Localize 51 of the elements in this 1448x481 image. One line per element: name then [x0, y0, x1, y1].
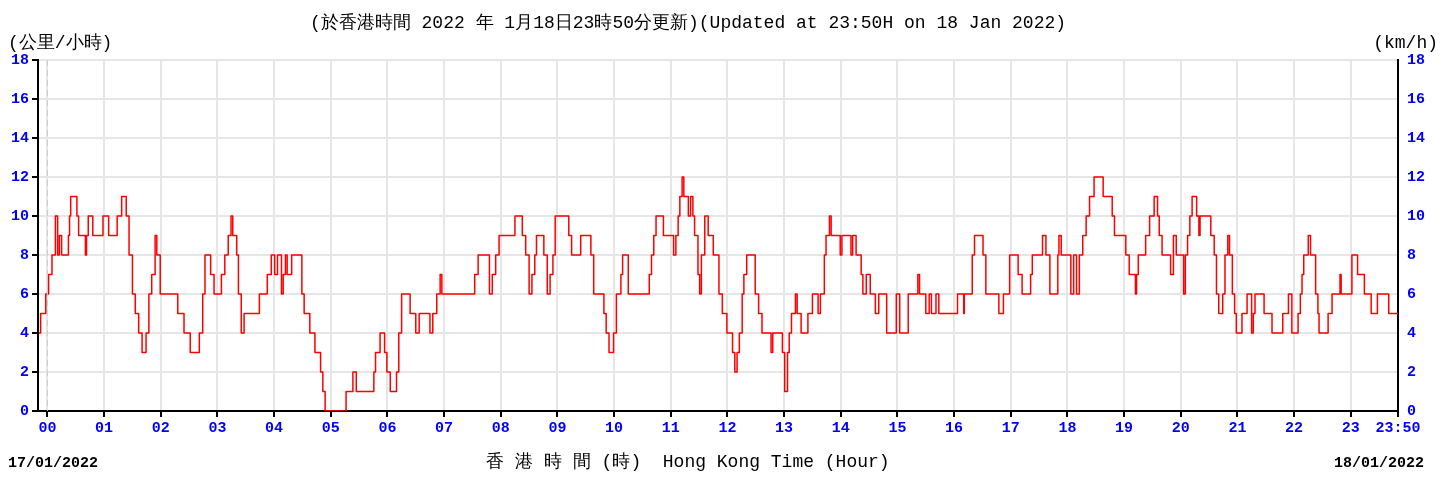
x-tick-label: 17	[1001, 419, 1020, 437]
y-tick-label: 6	[19, 285, 29, 303]
x-tick-label: 11	[661, 419, 680, 437]
y-tick-label: 18	[10, 51, 29, 69]
y2-tick-label: 0	[1407, 402, 1417, 420]
y-tick-label: 10	[10, 207, 29, 225]
y-tick-label: 0	[19, 402, 29, 420]
x-tick-label: 06	[378, 419, 397, 437]
x-tick-label: 00	[38, 419, 57, 437]
x-tick-label: 03	[208, 419, 227, 437]
x-tick-label: 16	[945, 419, 964, 437]
y2-tick-label: 2	[1407, 363, 1417, 381]
x-axis-title: 香 港 時 間 (時) Hong Kong Time (Hour)	[486, 452, 890, 472]
x-tick-label: 10	[605, 419, 624, 437]
x-tick-label: 01	[95, 419, 114, 437]
y-axis-title: (公里/小時)	[8, 33, 113, 53]
x-tick-label: 13	[775, 419, 794, 437]
x-tick-label: 05	[321, 419, 340, 437]
y-tick-label: 16	[10, 90, 29, 108]
x-tick-label: 21	[1228, 419, 1247, 437]
y2-axis-title: (km/h)	[1373, 33, 1438, 53]
x-tick-label: 08	[491, 419, 510, 437]
x-tick-label: 20	[1171, 419, 1190, 437]
x-tick-label: 02	[151, 419, 170, 437]
y-tick-label: 2	[19, 363, 29, 381]
y2-tick-label: 16	[1407, 90, 1426, 108]
y2-tick-label: 12	[1407, 168, 1426, 186]
y2-tick-label: 18	[1407, 51, 1426, 69]
x-tick-label: 23	[1341, 419, 1360, 437]
x-tick-label: 07	[435, 419, 454, 437]
x-tick-label: 22	[1285, 419, 1304, 437]
x-tick-label: 14	[831, 419, 850, 437]
y-tick-label: 12	[10, 168, 29, 186]
x-tick-label: 18	[1058, 419, 1077, 437]
y-tick-label: 14	[10, 129, 29, 147]
text: 18/01/2022	[1333, 455, 1424, 472]
y2-tick-label: 8	[1407, 246, 1417, 264]
x-tick-label: 09	[548, 419, 567, 437]
y2-tick-label: 6	[1407, 285, 1417, 303]
y2-tick-label: 14	[1407, 129, 1426, 147]
y-tick-label: 8	[19, 246, 29, 264]
x-tick-label: 23:50	[1375, 419, 1421, 437]
text: 17/01/2022	[8, 455, 99, 472]
x-tick-label: 19	[1115, 419, 1134, 437]
x-tick-label: 12	[718, 419, 737, 437]
x-tick-label: 04	[265, 419, 284, 437]
y2-tick-label: 4	[1407, 324, 1417, 342]
y2-tick-label: 10	[1407, 207, 1426, 225]
chart-title: (於香港時間 2022 年 1月18日23時50分更新)(Updated at 23:50H on 18 Jan 2022)	[309, 12, 1067, 33]
x-tick-label: 15	[888, 419, 907, 437]
y-tick-label: 4	[19, 324, 29, 342]
